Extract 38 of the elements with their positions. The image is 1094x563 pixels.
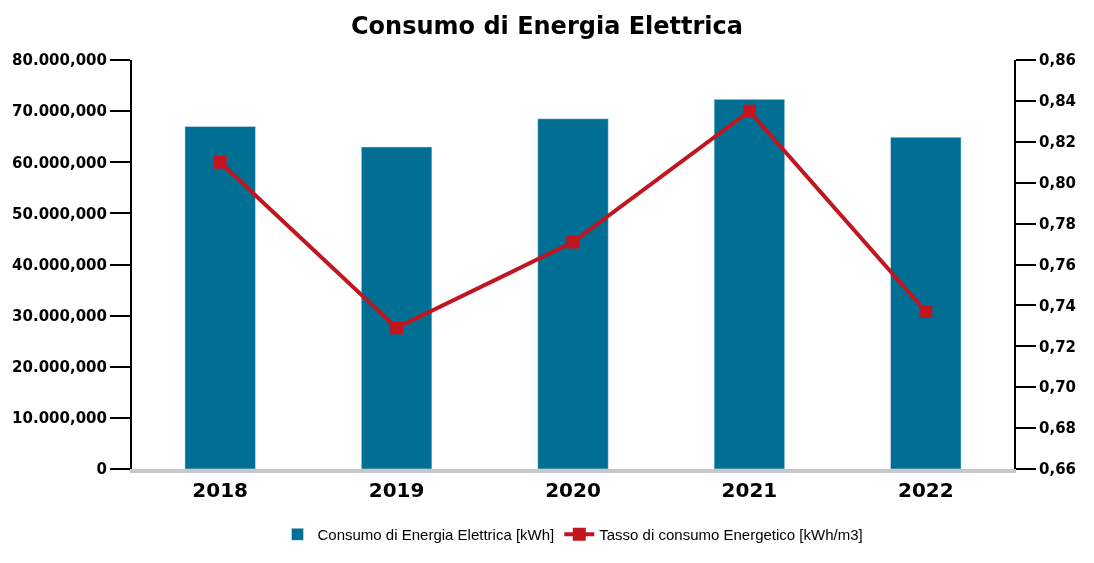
bar (537, 118, 609, 469)
point (566, 235, 580, 249)
x-tick-label: 2021 (721, 478, 778, 502)
y-tick-label: 40.000,000 (12, 255, 107, 274)
x-tick-label: 2018 (192, 478, 249, 502)
bar (184, 126, 256, 469)
legend-label: Consumo di Energia Elettrica [kWh] (317, 526, 555, 544)
y-tick-label: 10.000,000 (12, 409, 107, 428)
bar (361, 146, 433, 469)
y-tick-label: 0 (96, 460, 107, 479)
y2-tick-label: 0,68 (1039, 419, 1077, 438)
chart-title: Consumo di Energia Elettrica (350, 11, 744, 40)
y-tick-label: 70.000,000 (12, 102, 107, 121)
x-tick-label: 2019 (368, 478, 425, 502)
legend-label: Tasso di consumo Energetico [kWh/m3] (599, 526, 863, 544)
y2-tick-label: 0,72 (1039, 337, 1077, 356)
point (919, 305, 933, 319)
y2-tick-label: 0,80 (1039, 173, 1077, 192)
y2-tick-label: 0,66 (1039, 460, 1077, 479)
bar (713, 99, 785, 469)
y2-tick-label: 0,74 (1039, 296, 1077, 315)
y2-tick-label: 0,86 (1039, 51, 1077, 70)
y2-tick-label: 0,84 (1039, 92, 1077, 111)
point (390, 321, 404, 335)
y2-tick-label: 0,70 (1039, 378, 1077, 397)
y-tick-label: 60.000,000 (12, 153, 107, 172)
point (742, 104, 756, 118)
y-tick-label: 20.000,000 (12, 358, 107, 376)
x-tick-label: 2022 (897, 478, 954, 502)
y2-tick-label: 0,78 (1039, 214, 1077, 233)
y-tick-label: 80.000,000 (12, 51, 107, 70)
y2-tick-label: 0,76 (1039, 255, 1077, 274)
bar (890, 136, 962, 469)
y-tick-label: 50.000,000 (12, 204, 107, 223)
y2-tick-label: 0,82 (1039, 133, 1077, 152)
y-tick-label: 30.000,000 (12, 306, 107, 325)
x-tick-label: 2020 (545, 478, 601, 502)
point (213, 155, 227, 169)
